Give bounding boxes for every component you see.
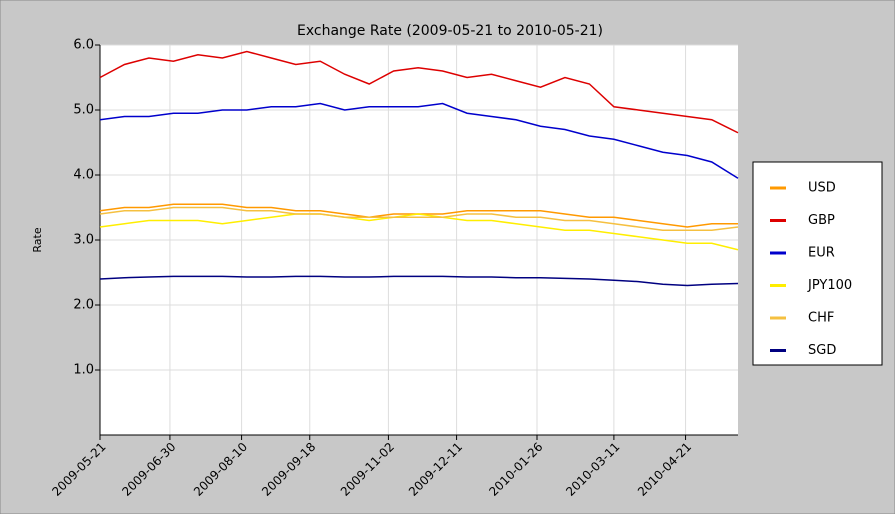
y-axis-label: Rate [31, 227, 44, 252]
legend-label: SGD [808, 343, 836, 358]
y-tick-label: 5.0 [73, 103, 94, 118]
series-line [99, 275, 739, 287]
chart-title: Exchange Rate (2009-05-21 to 2010-05-21) [297, 23, 603, 39]
series-line [99, 206, 739, 231]
legend-label: GBP [808, 213, 835, 228]
legend-box [752, 161, 883, 366]
y-tick-label: 3.0 [73, 233, 94, 248]
legend-label: EUR [808, 246, 835, 261]
legend-label: JPY100 [807, 278, 852, 293]
series-line [99, 50, 739, 134]
y-tick-label: 1.0 [73, 363, 94, 378]
legend-label: CHF [808, 311, 834, 326]
y-tick-label: 2.0 [73, 298, 94, 313]
legend-label: USD [808, 181, 836, 196]
y-tick-label: 6.0 [73, 38, 94, 53]
series-line [99, 102, 739, 179]
y-tick-label: 4.0 [73, 168, 94, 183]
series-line [99, 213, 739, 251]
